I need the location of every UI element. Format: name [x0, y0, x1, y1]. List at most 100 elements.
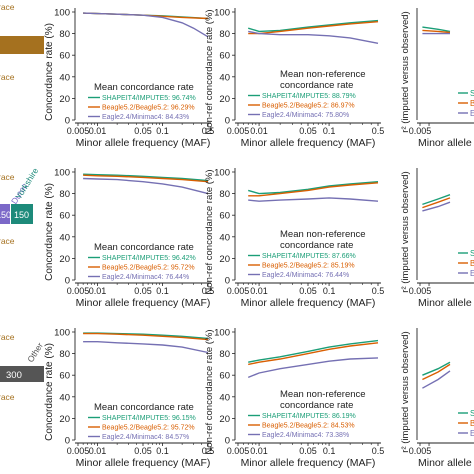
x-tick-label: 0.1 — [156, 286, 169, 296]
legend-entry: Beagle5.2/Beagle5.2: 95.72% — [102, 265, 195, 272]
x-axis-label: Minor allele frequency (MAF) — [76, 457, 211, 469]
legend-entry: SHAPEIT4/IMPUTE5: 96.74% — [102, 95, 196, 102]
y-tick-label: 40 — [219, 72, 230, 83]
gray-population-box — [0, 366, 44, 382]
x-tick-label: 0.005 — [227, 126, 250, 136]
legend-entry: Beagle5.2/Beagle5.2: 95.72% — [102, 425, 195, 432]
race-label-top-2: race — [0, 72, 15, 82]
y-tick-label: 80 — [59, 349, 70, 360]
y-axis-label: r² (imputed versus observed) — [400, 171, 411, 292]
y-tick-label: 20 — [59, 254, 70, 265]
x-axis-label: Minor allele frequency (MAF) — [241, 137, 376, 149]
y-tick-label: 100 — [54, 8, 70, 19]
series-line-0 — [248, 181, 379, 195]
y-tick-label: 40 — [219, 232, 230, 243]
y-tick-label: 20 — [219, 94, 230, 105]
x-tick-label: 0.05 — [299, 126, 317, 136]
x-tick-label: 0.5 — [202, 286, 215, 296]
purple-population-box — [0, 204, 10, 224]
y-tick-label: 20 — [219, 414, 230, 425]
series-line-0 — [248, 339, 379, 363]
y-axis-label: r² (imputed versus observed) — [400, 331, 411, 452]
race-label-low-2: race — [0, 392, 15, 402]
x-tick-label: 0.01 — [250, 446, 268, 456]
legend-title: Mean non-reference — [280, 69, 366, 80]
y-tick-label: 60 — [219, 211, 230, 222]
y-tick-label: 60 — [59, 371, 70, 382]
legend-entry: SHAPEIT4/IMPUTE5: 96.42% — [102, 255, 196, 262]
legend: SBE — [458, 249, 474, 278]
x-tick-label: 0.05 — [299, 286, 317, 296]
series-line-1 — [422, 29, 451, 34]
x-tick-label: 0.1 — [323, 446, 336, 456]
series-line-2 — [83, 341, 209, 354]
x-axis-label: Minor allele f — [418, 457, 474, 469]
y-tick-label: 80 — [59, 189, 70, 200]
series-line-2 — [248, 197, 379, 202]
series-line-1 — [248, 342, 379, 366]
y-tick-label: 0 — [65, 276, 70, 287]
legend: Mean concordance rate SHAPEIT4/IMPUTE5: 9… — [88, 82, 196, 121]
series-line-0 — [83, 173, 209, 182]
x-tick-label: 0.005 — [67, 126, 90, 136]
y-tick-label: 0 — [225, 116, 230, 127]
legend-entry: Eagle2.4/Minimac4: 76.44% — [102, 274, 189, 281]
legend-entry: B — [470, 259, 474, 268]
x-tick-label: 0.005 — [409, 446, 432, 456]
legend: Mean concordance rate SHAPEIT4/IMPUTE5: 9… — [88, 242, 196, 281]
x-tick-label: 0.005 — [409, 286, 432, 296]
x-tick-label: 0.005 — [409, 126, 432, 136]
x-tick-label: 0.01 — [250, 286, 268, 296]
y-tick-label: 20 — [59, 414, 70, 425]
legend-entry: SHAPEIT4/IMPUTE5: 86.19% — [262, 413, 356, 420]
series-line-0 — [422, 361, 451, 376]
y-tick-label: 100 — [214, 168, 230, 179]
y-axis-label: Non-ref concordance rate (%) — [204, 329, 215, 454]
legend-title-2: concordance rate — [280, 80, 353, 91]
x-tick-label: 0.005 — [67, 446, 90, 456]
x-tick-label: 0.005 — [227, 286, 250, 296]
legend-entry: Beagle5.2/Beagle5.2: 85.19% — [262, 263, 355, 270]
x-tick-label: 0.05 — [299, 446, 317, 456]
y-tick-label: 80 — [219, 349, 230, 360]
teal-count: 150 — [14, 210, 29, 220]
legend-entry: Beagle5.2/Beagle5.2: 84.53% — [262, 423, 355, 430]
x-tick-label: 0.01 — [89, 446, 107, 456]
brown-population-box — [0, 36, 44, 54]
y-tick-label: 100 — [214, 328, 230, 339]
x-tick-label: 0.5 — [202, 126, 215, 136]
x-tick-label: 0.05 — [134, 126, 152, 136]
series-line-0 — [248, 19, 379, 33]
legend: Mean concordance rate SHAPEIT4/IMPUTE5: 9… — [88, 402, 196, 441]
x-tick-label: 0.5 — [372, 286, 385, 296]
y-tick-label: 20 — [59, 94, 70, 105]
series-line-1 — [248, 21, 379, 35]
left-legend-strip: race race race Duroc Yorkshire 150 150 r… — [0, 2, 45, 402]
legend-entry: B — [470, 419, 474, 428]
legend-title: Mean concordance rate — [94, 82, 194, 93]
legend-entry: Eagle2.4/Minimac4: 75.80% — [262, 112, 349, 119]
series-line-0 — [422, 194, 451, 206]
x-axis-label: Minor allele f — [418, 297, 474, 309]
legend-title-2: concordance rate — [280, 240, 353, 251]
x-tick-label: 0.01 — [89, 126, 107, 136]
x-tick-label: 0.01 — [250, 126, 268, 136]
x-tick-label: 0.5 — [202, 446, 215, 456]
y-axis-label: r² (imputed versus observed) — [400, 11, 411, 132]
legend-entry: Beagle5.2/Beagle5.2: 96.29% — [102, 105, 195, 112]
x-axis-label: Minor allele frequency (MAF) — [76, 137, 211, 149]
race-label-mid-1: race — [0, 172, 15, 182]
series-line-1 — [83, 332, 209, 341]
race-label-mid-2: race — [0, 236, 15, 246]
legend-entry: S — [470, 249, 474, 258]
legend-entry: SHAPEIT4/IMPUTE5: 87.66% — [262, 253, 356, 260]
y-axis-label: Non-ref concordance rate (%) — [204, 9, 215, 134]
x-tick-label: 0.05 — [134, 446, 152, 456]
